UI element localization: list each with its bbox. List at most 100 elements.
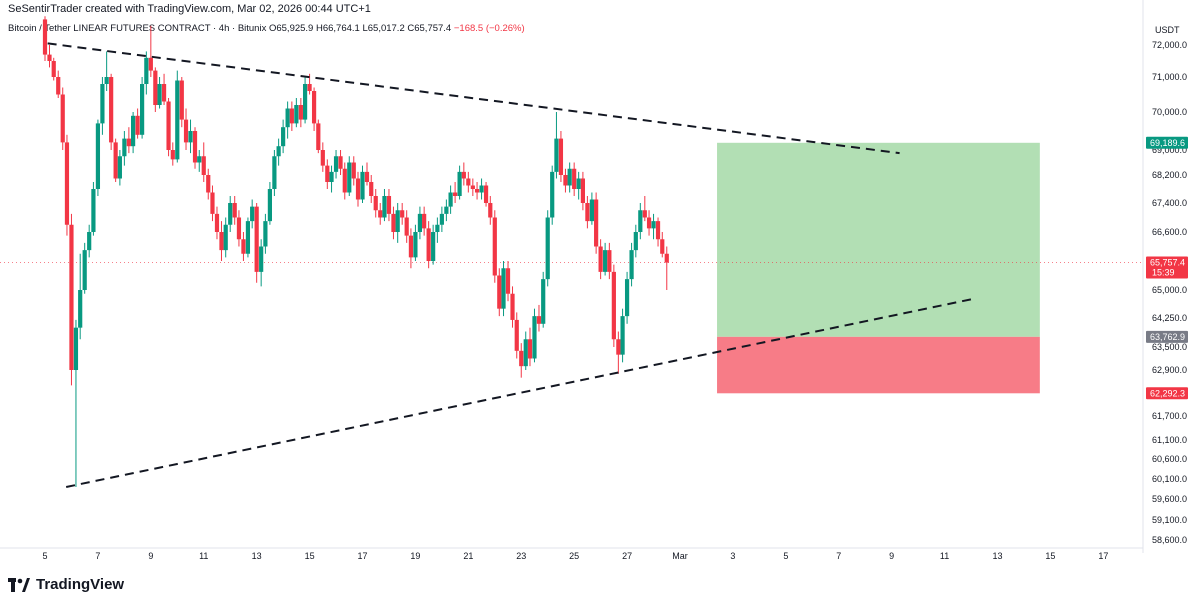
candle[interactable]	[179, 77, 184, 128]
candle[interactable]	[259, 239, 264, 287]
candle[interactable]	[188, 119, 193, 154]
candle[interactable]	[426, 221, 431, 269]
candle[interactable]	[294, 98, 299, 128]
candle[interactable]	[56, 70, 61, 98]
candle[interactable]	[153, 67, 158, 112]
candle[interactable]	[170, 142, 175, 166]
candle[interactable]	[355, 171, 361, 207]
candle[interactable]	[183, 108, 189, 151]
candle[interactable]	[404, 210, 409, 243]
candle[interactable]	[408, 228, 414, 269]
candle[interactable]	[386, 189, 392, 222]
candle[interactable]	[536, 304, 542, 332]
candle[interactable]	[576, 171, 581, 200]
candle[interactable]	[611, 264, 616, 347]
candle[interactable]	[483, 182, 489, 207]
candle[interactable]	[325, 159, 330, 189]
candle[interactable]	[369, 175, 374, 203]
candle[interactable]	[228, 196, 233, 232]
candle[interactable]	[501, 261, 506, 317]
candle[interactable]	[572, 162, 577, 197]
candle[interactable]	[100, 77, 105, 135]
candle[interactable]	[364, 162, 370, 186]
candle[interactable]	[281, 119, 286, 154]
candle[interactable]	[148, 25, 153, 77]
candle[interactable]	[624, 271, 630, 324]
candle[interactable]	[320, 142, 325, 172]
candle[interactable]	[122, 131, 127, 166]
candle[interactable]	[267, 182, 272, 225]
candle[interactable]	[603, 242, 608, 276]
candle[interactable]	[95, 119, 101, 196]
candle[interactable]	[82, 242, 87, 294]
candle[interactable]	[646, 210, 652, 236]
candle[interactable]	[607, 242, 612, 280]
candle[interactable]	[514, 312, 519, 359]
candle[interactable]	[131, 112, 136, 154]
profit-zone[interactable]	[717, 142, 1040, 337]
candle[interactable]	[453, 182, 458, 203]
candle[interactable]	[333, 150, 339, 179]
candle[interactable]	[461, 162, 466, 186]
loss-zone[interactable]	[717, 336, 1040, 394]
candle[interactable]	[510, 286, 515, 328]
candle[interactable]	[161, 73, 167, 105]
candle[interactable]	[263, 213, 268, 254]
candle[interactable]	[109, 73, 114, 150]
candle[interactable]	[166, 98, 171, 157]
candle[interactable]	[642, 196, 647, 222]
candle[interactable]	[638, 203, 643, 240]
candle[interactable]	[223, 217, 228, 258]
candle[interactable]	[378, 203, 383, 225]
candle[interactable]	[431, 224, 436, 265]
candle[interactable]	[479, 178, 484, 200]
candle[interactable]	[492, 210, 497, 283]
candle[interactable]	[347, 156, 352, 196]
candle[interactable]	[563, 168, 568, 193]
candle[interactable]	[47, 45, 52, 68]
candle[interactable]	[126, 127, 131, 154]
candle[interactable]	[505, 261, 511, 302]
candle[interactable]	[236, 210, 242, 247]
lower-trendline[interactable]	[65, 298, 972, 488]
candle[interactable]	[616, 331, 621, 374]
candle[interactable]	[655, 217, 661, 247]
candle[interactable]	[523, 331, 528, 370]
candle[interactable]	[664, 246, 669, 291]
candle[interactable]	[466, 171, 471, 193]
candle[interactable]	[60, 87, 65, 151]
candle[interactable]	[104, 51, 109, 91]
candle[interactable]	[42, 16, 48, 61]
candle[interactable]	[140, 77, 145, 139]
candle[interactable]	[439, 206, 444, 232]
candle[interactable]	[197, 150, 202, 172]
candle[interactable]	[289, 101, 294, 132]
candle[interactable]	[175, 70, 180, 163]
candle[interactable]	[342, 162, 347, 200]
candle[interactable]	[448, 185, 453, 214]
candle[interactable]	[629, 242, 634, 287]
candle[interactable]	[395, 203, 400, 243]
candle[interactable]	[598, 239, 603, 280]
candle[interactable]	[87, 224, 92, 258]
candle[interactable]	[285, 101, 290, 139]
candle[interactable]	[567, 162, 572, 193]
candle[interactable]	[457, 165, 462, 200]
candle[interactable]	[580, 171, 585, 211]
candle[interactable]	[488, 196, 493, 225]
symbol-name[interactable]: Bitcoin / Tether LINEAR FUTURES CONTRACT…	[8, 23, 267, 34]
candle[interactable]	[245, 217, 251, 258]
candle[interactable]	[276, 138, 281, 166]
candle[interactable]	[117, 150, 122, 186]
candle[interactable]	[78, 253, 83, 340]
candle[interactable]	[558, 131, 564, 182]
candle[interactable]	[444, 199, 449, 222]
candle[interactable]	[302, 77, 308, 124]
candle[interactable]	[660, 232, 665, 258]
candle[interactable]	[201, 142, 206, 182]
candle[interactable]	[351, 156, 356, 186]
candle[interactable]	[307, 73, 312, 95]
candle[interactable]	[651, 213, 656, 240]
candle[interactable]	[497, 268, 502, 317]
